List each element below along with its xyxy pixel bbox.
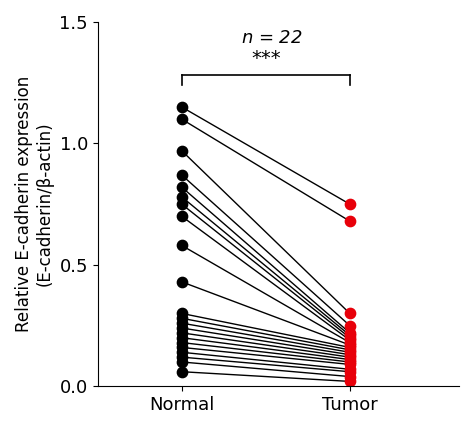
Point (178, 184, 185, 190)
Point (346, 351, 354, 358)
Point (346, 344, 354, 351)
Point (346, 347, 354, 353)
Point (178, 329, 185, 336)
Point (346, 337, 354, 344)
Point (178, 193, 185, 200)
Point (346, 339, 354, 346)
Point (346, 361, 354, 368)
Point (178, 116, 185, 123)
Point (346, 310, 354, 317)
Point (178, 339, 185, 346)
Point (178, 310, 185, 317)
Point (346, 341, 354, 348)
Text: $n$ = 22: $n$ = 22 (240, 29, 302, 47)
Point (346, 201, 354, 208)
Point (346, 353, 354, 360)
Point (346, 378, 354, 385)
Point (178, 359, 185, 366)
Point (346, 373, 354, 380)
Point (346, 334, 354, 341)
Point (178, 242, 185, 249)
Point (178, 325, 185, 332)
Y-axis label: Relative E-cadherin expression
(E-cadherin/β-actin): Relative E-cadherin expression (E-cadher… (15, 76, 54, 332)
Point (178, 344, 185, 351)
Point (178, 334, 185, 341)
Point (178, 349, 185, 356)
Point (178, 172, 185, 178)
Point (346, 329, 354, 336)
Point (346, 349, 354, 356)
Point (178, 320, 185, 326)
Point (178, 201, 185, 208)
Point (346, 366, 354, 373)
Point (178, 103, 185, 110)
Point (178, 315, 185, 322)
Point (346, 356, 354, 363)
Point (346, 332, 354, 339)
Point (178, 213, 185, 220)
Text: ***: *** (251, 49, 281, 68)
Point (346, 368, 354, 375)
Point (346, 359, 354, 366)
Point (178, 278, 185, 285)
Point (178, 353, 185, 360)
Point (346, 218, 354, 224)
Point (346, 322, 354, 329)
Point (178, 147, 185, 154)
Point (178, 368, 185, 375)
